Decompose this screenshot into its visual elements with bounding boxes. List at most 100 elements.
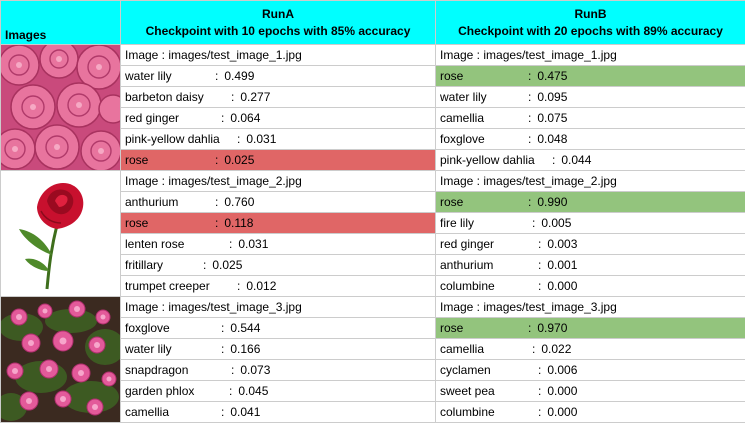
runb-prediction-cell[interactable]: camellia:0.075 bbox=[436, 108, 745, 129]
runb-prediction-cell[interactable]: water lily:0.095 bbox=[436, 87, 745, 108]
prediction-score: 0.166 bbox=[230, 342, 260, 356]
images-column-header[interactable]: Images bbox=[1, 1, 121, 45]
prediction-score: 0.073 bbox=[240, 363, 270, 377]
prediction-score: 0.095 bbox=[537, 90, 567, 104]
image-cell-2[interactable] bbox=[1, 171, 121, 297]
runb-prediction-cell[interactable]: columbine:0.000 bbox=[436, 276, 745, 297]
runb-prediction-cell[interactable]: sweet pea:0.000 bbox=[436, 381, 745, 402]
pink-rose-bush-thumbnail bbox=[1, 297, 121, 422]
prediction-score: 0.970 bbox=[537, 321, 567, 335]
runb-image-path[interactable]: Image : images/test_image_3.jpg bbox=[436, 297, 745, 318]
prediction-score: 0.760 bbox=[224, 195, 254, 209]
image-cell-3[interactable] bbox=[1, 297, 121, 423]
prediction-label: lenten rose bbox=[125, 237, 221, 251]
prediction-label: water lily bbox=[125, 69, 207, 83]
runb-prediction-cell[interactable]: red ginger:0.003 bbox=[436, 234, 745, 255]
single-red-rose-thumbnail bbox=[1, 171, 121, 296]
runb-name: RunB bbox=[440, 6, 741, 23]
prediction-label: camellia bbox=[125, 405, 213, 419]
runa-column-header[interactable]: RunA Checkpoint with 10 epochs with 85% … bbox=[121, 1, 436, 45]
prediction-label: fritillary bbox=[125, 258, 195, 272]
prediction-score: 0.025 bbox=[224, 153, 254, 167]
prediction-label: anthurium bbox=[440, 258, 530, 272]
runb-image-path[interactable]: Image : images/test_image_1.jpg bbox=[436, 45, 745, 66]
prediction-label: water lily bbox=[125, 342, 213, 356]
prediction-label: red ginger bbox=[125, 111, 213, 125]
prediction-label: garden phlox bbox=[125, 384, 221, 398]
prediction-label: foxglove bbox=[125, 321, 213, 335]
prediction-score: 0.277 bbox=[240, 90, 270, 104]
prediction-score: 0.006 bbox=[547, 363, 577, 377]
runb-prediction-cell[interactable]: fire lily:0.005 bbox=[436, 213, 745, 234]
runb-prediction-cell[interactable]: camellia:0.022 bbox=[436, 339, 745, 360]
image-cell-1[interactable] bbox=[1, 45, 121, 171]
prediction-label: fire lily bbox=[440, 216, 524, 230]
runa-name: RunA bbox=[125, 6, 431, 23]
prediction-label: columbine bbox=[440, 279, 530, 293]
prediction-label: rose bbox=[125, 153, 207, 167]
prediction-label: foxglove bbox=[440, 132, 520, 146]
runa-prediction-cell[interactable]: trumpet creeper:0.012 bbox=[121, 276, 436, 297]
prediction-score: 0.475 bbox=[537, 69, 567, 83]
prediction-label: water lily bbox=[440, 90, 520, 104]
runa-prediction-cell[interactable]: water lily:0.499 bbox=[121, 66, 436, 87]
prediction-label: cyclamen bbox=[440, 363, 530, 377]
runb-prediction-cell[interactable]: columbine:0.000 bbox=[436, 402, 745, 423]
prediction-score: 0.064 bbox=[230, 111, 260, 125]
prediction-label: rose bbox=[125, 216, 207, 230]
prediction-label: barbeton daisy bbox=[125, 90, 223, 104]
prediction-score: 0.003 bbox=[547, 237, 577, 251]
prediction-score: 0.005 bbox=[541, 216, 571, 230]
runa-prediction-cell[interactable]: fritillary:0.025 bbox=[121, 255, 436, 276]
runa-prediction-cell[interactable]: barbeton daisy:0.277 bbox=[121, 87, 436, 108]
prediction-score: 0.045 bbox=[238, 384, 268, 398]
runa-subtitle: Checkpoint with 10 epochs with 85% accur… bbox=[125, 23, 431, 40]
runa-prediction-cell[interactable]: lenten rose:0.031 bbox=[121, 234, 436, 255]
table-row: Image : images/test_image_1.jpg Image : … bbox=[1, 45, 745, 66]
table-row: Image : images/test_image_3.jpg Image : … bbox=[1, 297, 745, 318]
prediction-score: 0.990 bbox=[537, 195, 567, 209]
prediction-label: columbine bbox=[440, 405, 530, 419]
prediction-score: 0.022 bbox=[541, 342, 571, 356]
prediction-label: red ginger bbox=[440, 237, 530, 251]
runa-image-path[interactable]: Image : images/test_image_3.jpg bbox=[121, 297, 436, 318]
prediction-score: 0.048 bbox=[537, 132, 567, 146]
prediction-label: rose bbox=[440, 69, 520, 83]
runb-image-path[interactable]: Image : images/test_image_2.jpg bbox=[436, 171, 745, 192]
prediction-score: 0.001 bbox=[547, 258, 577, 272]
runa-image-path[interactable]: Image : images/test_image_1.jpg bbox=[121, 45, 436, 66]
runb-prediction-cell[interactable]: anthurium:0.001 bbox=[436, 255, 745, 276]
runb-prediction-cell[interactable]: rose:0.970 bbox=[436, 318, 745, 339]
prediction-score: 0.000 bbox=[547, 279, 577, 293]
prediction-score: 0.025 bbox=[212, 258, 242, 272]
prediction-label: anthurium bbox=[125, 195, 207, 209]
prediction-score: 0.044 bbox=[561, 153, 591, 167]
runb-prediction-cell[interactable]: foxglove:0.048 bbox=[436, 129, 745, 150]
runa-prediction-cell[interactable]: water lily:0.166 bbox=[121, 339, 436, 360]
prediction-score: 0.031 bbox=[246, 132, 276, 146]
runb-prediction-cell[interactable]: rose:0.990 bbox=[436, 192, 745, 213]
prediction-label: sweet pea bbox=[440, 384, 530, 398]
prediction-score: 0.012 bbox=[246, 279, 276, 293]
runa-prediction-cell[interactable]: garden phlox:0.045 bbox=[121, 381, 436, 402]
prediction-label: rose bbox=[440, 321, 520, 335]
runa-prediction-cell[interactable]: rose:0.118 bbox=[121, 213, 436, 234]
prediction-label: snapdragon bbox=[125, 363, 223, 377]
runb-column-header[interactable]: RunB Checkpoint with 20 epochs with 89% … bbox=[436, 1, 745, 45]
prediction-label: camellia bbox=[440, 342, 524, 356]
runb-prediction-cell[interactable]: rose:0.475 bbox=[436, 66, 745, 87]
runb-prediction-cell[interactable]: pink-yellow dahlia:0.044 bbox=[436, 150, 745, 171]
runa-prediction-cell[interactable]: foxglove:0.544 bbox=[121, 318, 436, 339]
runa-image-path[interactable]: Image : images/test_image_2.jpg bbox=[121, 171, 436, 192]
runa-prediction-cell[interactable]: anthurium:0.760 bbox=[121, 192, 436, 213]
runa-prediction-cell[interactable]: snapdragon:0.073 bbox=[121, 360, 436, 381]
prediction-label: rose bbox=[440, 195, 520, 209]
runa-prediction-cell[interactable]: rose:0.025 bbox=[121, 150, 436, 171]
runb-prediction-cell[interactable]: cyclamen:0.006 bbox=[436, 360, 745, 381]
prediction-label: pink-yellow dahlia bbox=[440, 153, 544, 167]
runa-prediction-cell[interactable]: camellia:0.041 bbox=[121, 402, 436, 423]
runa-prediction-cell[interactable]: pink-yellow dahlia:0.031 bbox=[121, 129, 436, 150]
runa-prediction-cell[interactable]: red ginger:0.064 bbox=[121, 108, 436, 129]
prediction-score: 0.544 bbox=[230, 321, 260, 335]
